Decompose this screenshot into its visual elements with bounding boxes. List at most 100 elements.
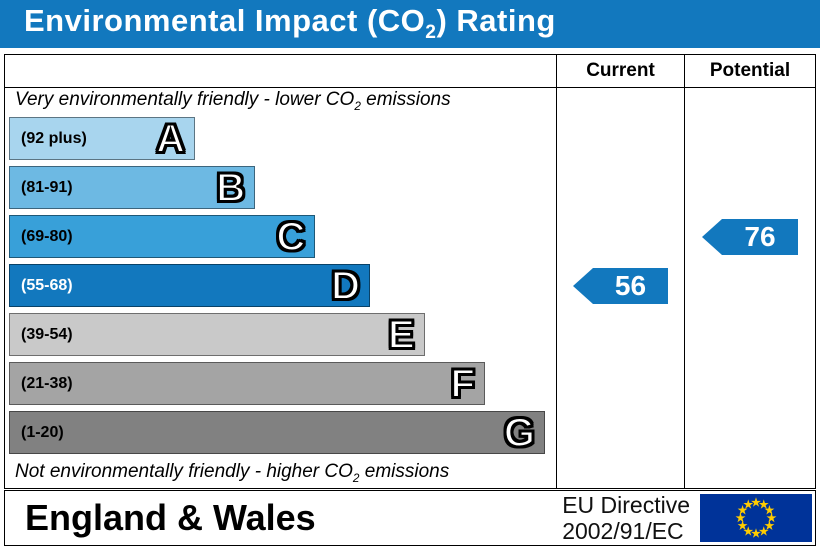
potential-cell-b [684, 163, 815, 212]
eu-flag-star [758, 526, 769, 536]
potential-cell-e [684, 310, 815, 359]
footer-bar: England & Wales EU Directive 2002/91/EC [4, 490, 816, 546]
current-column-header: Current [556, 55, 684, 87]
eu-flag-star [737, 505, 748, 515]
current-column-spacer [556, 457, 684, 488]
band-range-label: (81-91) [21, 178, 73, 196]
potential-column-spacer [684, 457, 815, 488]
eu-flag-star [735, 512, 746, 523]
bottom-note-pre: Not environmentally friendly - higher CO [15, 460, 353, 482]
band-bar-e: (39-54) E [9, 313, 425, 356]
current-cell-a [556, 114, 684, 163]
band-bar-b: (81-91) B [9, 165, 256, 210]
eu-directive-label: EU Directive 2002/91/EC [562, 492, 690, 544]
potential-cell-a [684, 114, 815, 163]
eu-flag-star [764, 520, 775, 530]
bottom-note-row: Not environmentally friendly - higher CO… [5, 457, 815, 488]
bottom-note: Not environmentally friendly - higher CO… [5, 457, 556, 488]
current-arrow-tip-icon [572, 267, 593, 304]
eu-flag-star [751, 497, 761, 507]
band-range-label: (39-54) [21, 325, 73, 343]
band-bar-a: (92 plus) A [9, 117, 195, 160]
region-label: England & Wales [25, 497, 316, 538]
band-cell-g: (1-20) G [5, 408, 556, 457]
band-letter: E [387, 312, 416, 357]
top-note-post: emissions [360, 89, 451, 111]
potential-rating-arrow: 76 [702, 218, 798, 255]
rating-table: Current Potential Very environmentally f… [4, 54, 816, 489]
band-row-b: (81-91) B [5, 163, 815, 212]
current-cell-b [556, 163, 684, 212]
eu-flag-star [766, 512, 777, 523]
band-row-f: (21-38) F [5, 359, 815, 408]
current-cell-g [556, 408, 684, 457]
band-bar-g: (1-20) G [9, 410, 546, 455]
eu-flag-star [758, 499, 769, 509]
potential-cell-d [684, 261, 815, 310]
band-cell-c: (69-80) C [5, 212, 556, 261]
band-bar-d: (55-68) D [9, 263, 371, 308]
band-range-label: (1-20) [21, 423, 64, 441]
top-note-pre: Very environmentally friendly - lower CO [15, 89, 355, 111]
current-rating-value: 56 [592, 267, 669, 304]
band-cell-b: (81-91) B [5, 163, 556, 212]
band-cell-d: (55-68) D [5, 261, 556, 310]
potential-cell-g [684, 408, 815, 457]
bottom-note-post: emissions [359, 460, 450, 482]
current-cell-f [556, 359, 684, 408]
band-cell-e: (39-54) E [5, 310, 556, 359]
top-note-row: Very environmentally friendly - lower CO… [5, 88, 815, 114]
current-column-spacer [556, 88, 684, 114]
potential-cell-c: 76 [684, 212, 815, 261]
potential-cell-f [684, 359, 815, 408]
eu-flag-star [764, 505, 775, 515]
band-bar-c: (69-80) C [9, 214, 316, 259]
potential-rating-value: 76 [722, 218, 798, 255]
eu-flag-star [737, 520, 748, 530]
band-cell-f: (21-38) F [5, 359, 556, 408]
bottom-note-text: Not environmentally friendly - higher CO… [15, 461, 449, 485]
top-note: Very environmentally friendly - lower CO… [5, 88, 556, 114]
eu-directive-line2: 2002/91/EC [562, 518, 684, 544]
band-letter: B [215, 165, 246, 210]
band-letter: F [449, 361, 475, 406]
eu-flag-svg [700, 494, 812, 542]
chart-title-subscript: 2 [425, 22, 437, 44]
eu-flag-icon [700, 494, 812, 542]
current-rating-arrow: 56 [572, 267, 669, 304]
potential-arrow-tip-icon [702, 218, 723, 255]
band-range-label: (69-80) [21, 227, 73, 245]
band-bar-f: (21-38) F [9, 362, 485, 405]
top-note-text: Very environmentally friendly - lower CO… [15, 89, 451, 113]
band-cell-a: (92 plus) A [5, 114, 556, 163]
top-note-subscript: 2 [354, 99, 361, 113]
current-cell-d: 56 [556, 261, 684, 310]
band-row-a: (92 plus) A [5, 114, 815, 163]
eu-directive-line1: EU Directive [562, 492, 690, 518]
band-letter: G [503, 410, 536, 455]
chart-title-pre: Environmental Impact (CO [24, 3, 426, 39]
column-header-row: Current Potential [5, 55, 815, 88]
eu-flag-star [751, 528, 761, 538]
potential-column-header: Potential [684, 55, 815, 87]
band-row-e: (39-54) E [5, 310, 815, 359]
potential-column-spacer [684, 88, 815, 114]
band-letter: A [155, 116, 186, 161]
bottom-note-subscript: 2 [352, 471, 360, 485]
chart-title-bar: Environmental Impact (CO2) Rating [0, 0, 820, 48]
current-cell-c [556, 212, 684, 261]
chart-title: Environmental Impact (CO2) Rating [24, 3, 556, 44]
bands-column-header [5, 55, 556, 87]
band-letter: C [275, 214, 306, 259]
current-cell-e [556, 310, 684, 359]
band-row-d: (55-68) D 56 [5, 261, 815, 310]
band-row-g: (1-20) G [5, 408, 815, 457]
band-letter: D [330, 263, 361, 308]
band-range-label: (92 plus) [21, 129, 87, 147]
band-range-label: (55-68) [21, 276, 73, 294]
eu-flag-star [743, 499, 754, 509]
eu-flag-star [743, 526, 754, 536]
chart-title-post: ) Rating [436, 3, 556, 39]
band-row-c: (69-80) C 76 [5, 212, 815, 261]
